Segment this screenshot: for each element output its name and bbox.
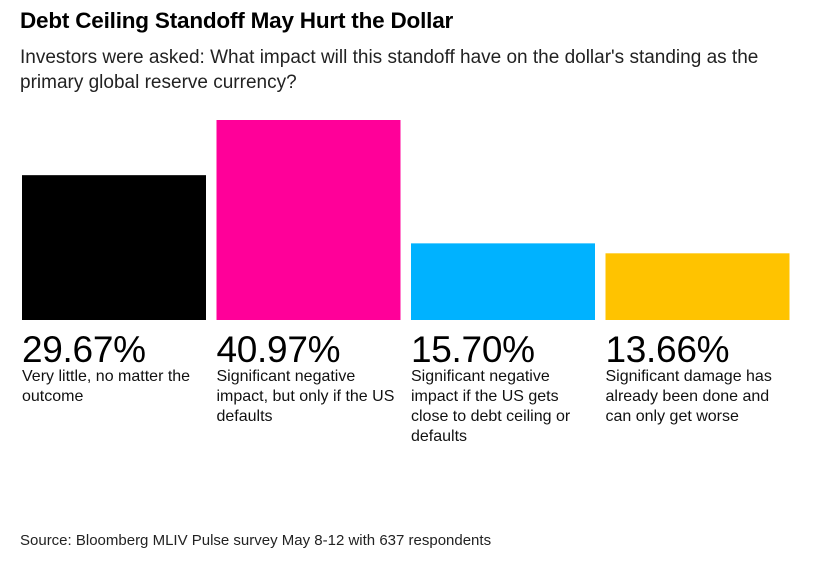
bar-value-label: 29.67% [22, 329, 146, 370]
bar-category-label: Significant damage has already been done… [605, 368, 772, 425]
bar-1 [22, 175, 206, 320]
source-note: Source: Bloomberg MLIV Pulse survey May … [20, 532, 492, 549]
bar-category-label: Significant negative impact if the US ge… [411, 368, 571, 445]
chart-title: Debt Ceiling Standoff May Hurt the Dolla… [20, 8, 454, 33]
bar-value-label: 13.66% [605, 329, 730, 370]
bar-value-label: 40.97% [216, 329, 341, 370]
bar-3 [411, 243, 595, 320]
bar-category-label: Very little, no matter the outcome [22, 368, 191, 405]
bar-value-label: 15.70% [411, 329, 535, 370]
bar-2 [216, 120, 401, 320]
chart-subtitle: Investors were asked: What impact will t… [20, 47, 759, 93]
bar-category-label: Significant negative impact, but only if… [216, 368, 395, 425]
bar-4 [605, 253, 790, 320]
